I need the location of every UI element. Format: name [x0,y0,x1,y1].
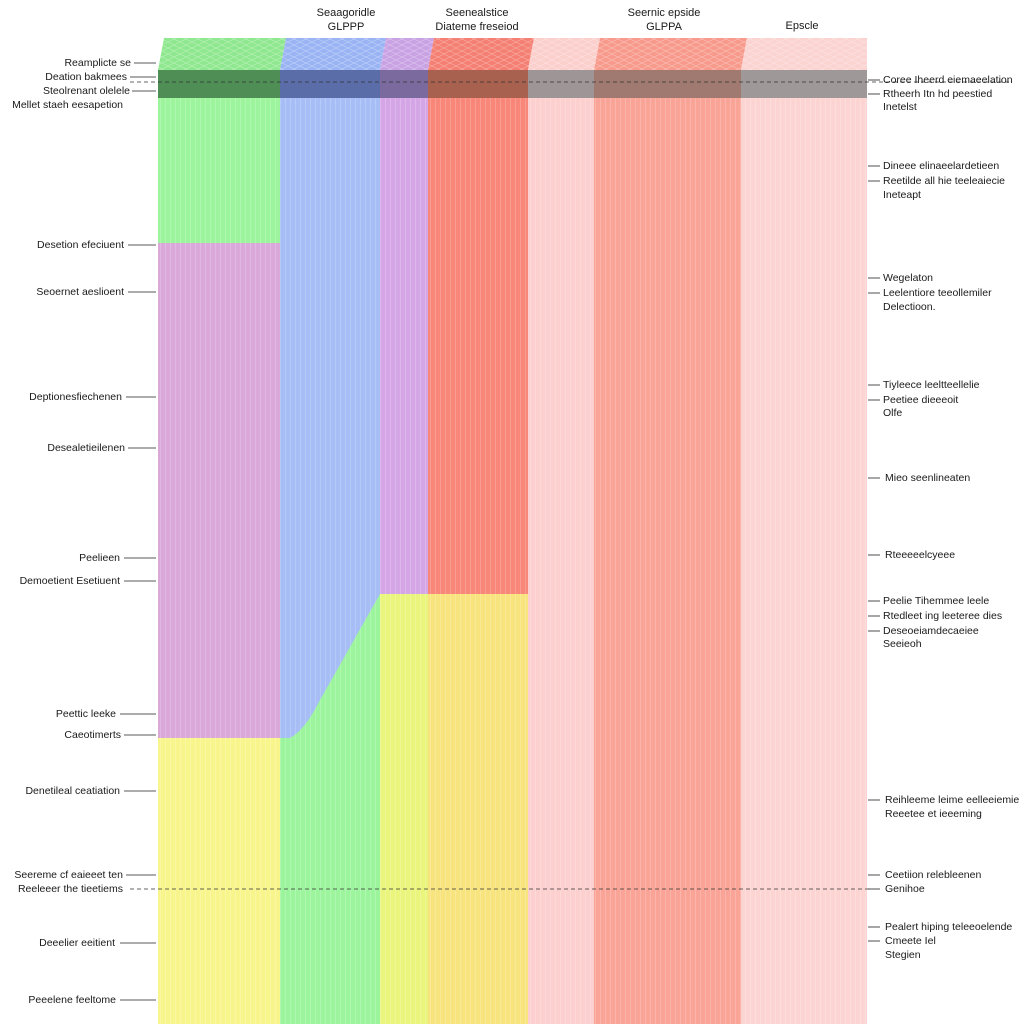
right-label: Seeieoh [883,638,922,650]
column-blocks [158,98,867,1024]
right-label: Reeetee et ieeeming [885,808,982,820]
column-header: Seenealstice [446,7,509,19]
right-label: Genihoe [885,883,925,895]
left-label: Peelieen [79,552,120,564]
left-label: Deeelier eeitient [39,937,115,949]
right-label: Rtedleet ing leeteree dies [883,610,1002,622]
left-label: Mellet staeh eesapetion [12,99,123,111]
left-label: Seereme cf eaieeet ten [14,869,123,881]
column-header: Epscle [785,20,818,32]
left-label: Desealetieilenen [47,442,125,454]
top-bands [158,70,867,98]
right-label: Peelie Tihemmee leele [883,595,989,607]
right-label: Inetelst [883,101,917,113]
left-label: Peettic leeke [56,708,116,720]
column-header: Seernic epside [628,7,701,19]
right-label: Ineteapt [883,189,921,201]
left-label: Reeleeer the tieetiems [18,883,123,895]
column-header: Diateme freseiod [435,21,518,33]
left-label: Deation bakmees [45,71,127,83]
right-label: Cmeete Iel [885,935,936,947]
right-label: Olfe [883,407,902,419]
right-label: Wegelaton [883,272,933,284]
left-label: Peeelene feeltome [28,994,116,1006]
left-label: Demoetient Esetiuent [20,575,120,587]
top-slab [158,38,867,70]
column-header: GLPPA [646,21,683,33]
right-label: Deseoeiamdecaeiee [883,625,979,637]
right-label: Rtheerh Itn hd peestied [883,88,992,100]
right-label: Peetiee dieeeoit [883,394,958,406]
left-label: Denetileal ceatiation [25,785,120,797]
column-headers: Seaagoridle GLPPP Seenealstice Diateme f… [317,7,819,33]
right-label: Pealert hiping teleeoelende [885,921,1012,933]
left-labels: Reamplicte se Deation bakmees Steolrenan… [12,57,156,1006]
right-label: Stegien [885,949,921,961]
left-label: Deptionesfiechenen [29,391,122,403]
column-header: Seaagoridle [317,7,376,19]
right-labels: Coree Iheerd eiemaeelation Rtheerh Itn h… [868,74,1019,961]
right-label: Delectioon. [883,301,936,313]
right-label: Leelentiore teeollemiler [883,287,992,299]
left-label: Seoernet aeslioent [36,286,124,298]
right-label: Rteeeeelcyeee [885,549,955,561]
right-label: Mieo seenlineaten [885,472,970,484]
right-label: Reetilde all hie teeleaiecie [883,175,1005,187]
right-label: Dineee elinaeelardetieen [883,160,999,172]
right-label: Ceetiion relebleenen [885,869,981,881]
column-header: GLPPP [328,21,365,33]
right-label: Reihleeme leime eelleeiemie [885,794,1019,806]
right-label: Coree Iheerd eiemaeelation [883,74,1013,86]
column-texture [158,98,867,1024]
left-label: Desetion efeciuent [37,239,124,251]
right-label: Tiyleece leeltteellelie [883,379,980,391]
left-label: Caeotimerts [64,729,121,741]
left-label: Reamplicte se [64,57,131,69]
left-label: Steolrenant olelele [43,85,130,97]
